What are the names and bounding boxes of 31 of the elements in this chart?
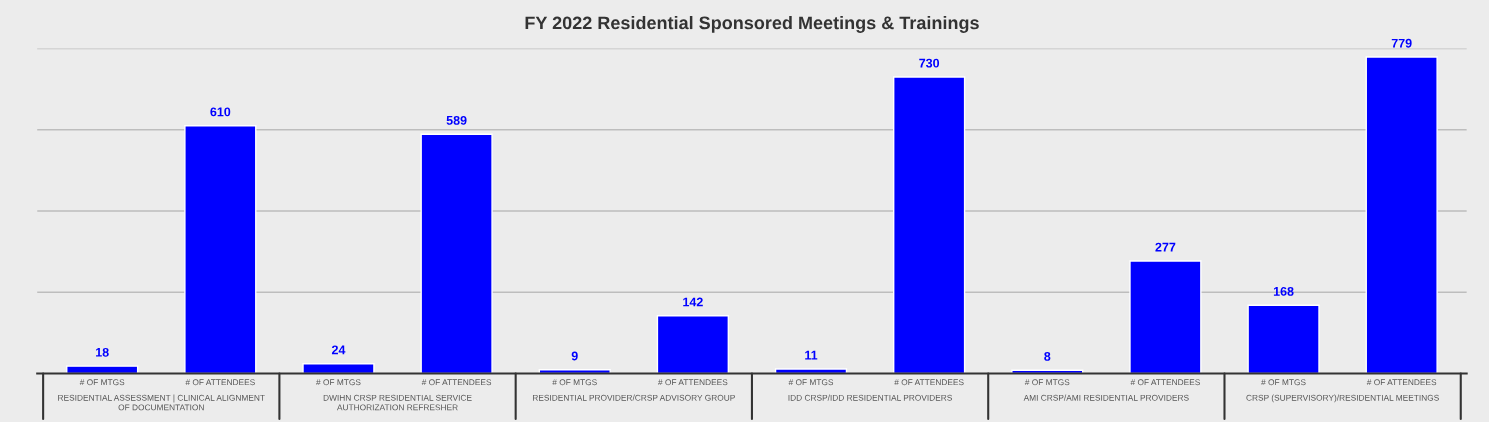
data-label: 142: [683, 297, 703, 307]
data-label: 11: [805, 350, 818, 360]
data-label: 18: [96, 347, 109, 357]
text: AMI CRSP/AMI RESIDENTIAL PROVIDERS: [1023, 394, 1189, 401]
text: IDD CRSP/IDD RESIDENTIAL PROVIDERS: [788, 394, 952, 401]
x-tick-label: # OF MTGS: [552, 379, 597, 386]
x-tick-label: # OF ATTENDEES: [421, 379, 492, 386]
x-tick-label: # OF ATTENDEES: [185, 379, 255, 386]
x-tick-label: # OF MTGS: [788, 379, 834, 386]
x-tick-label: # OF ATTENDEES: [658, 379, 728, 386]
text: RESIDENTIAL ASSESSMENT | CLINICAL ALIGNMENT OF DOCUMENTATION: [58, 394, 265, 411]
x-tick-label: # OF ATTENDEES: [894, 379, 964, 386]
text: DWIHN CRSP RESIDENTIAL SERVICE AUTHORIZATION REFRESHER: [323, 394, 472, 411]
data-label: 589: [446, 115, 467, 125]
x-tick-label: # OF MTGS: [1261, 379, 1306, 386]
x-tick-label: # OF MTGS: [316, 379, 361, 386]
x-tick-label: # OF MTGS: [79, 379, 125, 386]
data-label: 610: [210, 107, 231, 117]
data-label: 277: [1155, 242, 1176, 252]
x-tick-label: # OF ATTENDEES: [1130, 379, 1200, 386]
data-label: 9: [571, 351, 578, 361]
data-label: 168: [1273, 286, 1294, 296]
chart-title: FY 2022 Residential Sponsored Meetings & Trainings: [525, 16, 979, 33]
data-label: 779: [1391, 38, 1412, 48]
text: RESIDENTIAL PROVIDER/CRSP ADVISORY GROUP: [532, 394, 735, 401]
x-tick-label: # OF MTGS: [1024, 379, 1070, 386]
x-tick-label: # OF ATTENDEES: [1366, 379, 1437, 386]
data-label: 24: [331, 345, 346, 355]
data-label: 8: [1044, 351, 1051, 361]
text: CRSP (SUPERVISORY)/RESIDENTIAL MEETINGS: [1246, 394, 1439, 403]
data-label: 730: [919, 58, 940, 68]
